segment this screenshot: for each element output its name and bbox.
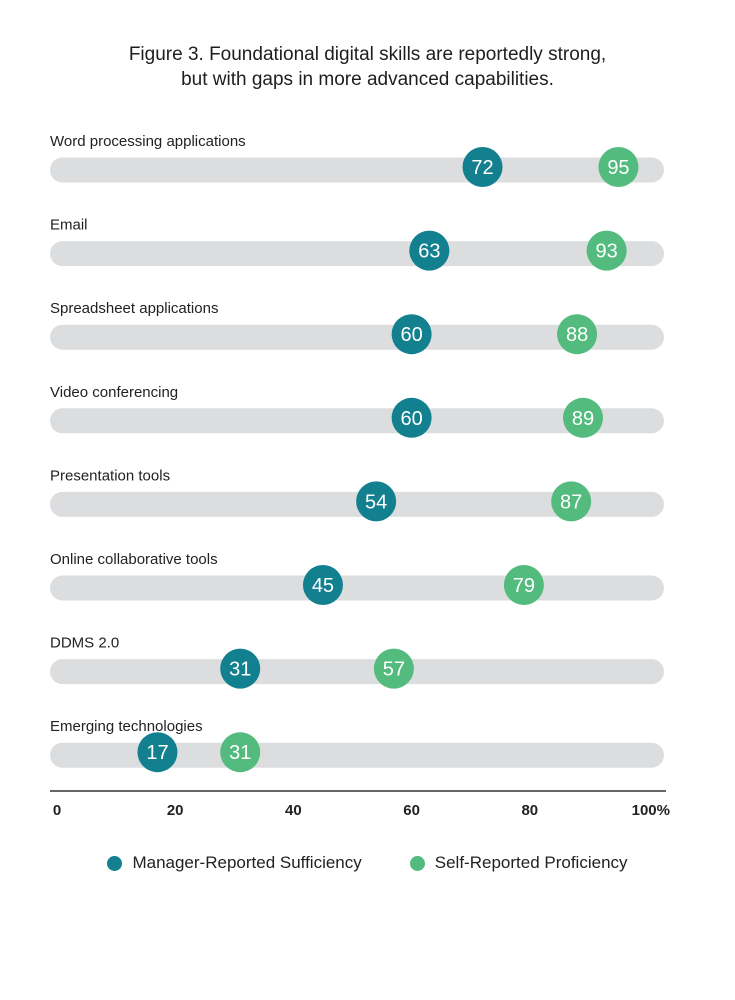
legend-dot-self-icon <box>409 855 425 871</box>
manager-value-label: 63 <box>418 241 440 263</box>
track-bar <box>50 742 664 768</box>
self-value-label: 87 <box>560 491 582 513</box>
category-label: DDMS 2.0 <box>50 635 119 652</box>
self-dot <box>586 230 627 271</box>
x-tick-label: 60 <box>403 802 420 819</box>
legend-item-manager: Manager-Reported Sufficiency <box>107 853 362 873</box>
self-dot <box>503 565 544 605</box>
self-value-label: 31 <box>229 742 251 764</box>
track-bar <box>50 241 664 267</box>
chart-title: Figure 3. Foundational digital skills ar… <box>0 42 735 92</box>
x-tick-label: 0 <box>53 802 61 819</box>
x-tick-label: 100% <box>632 802 670 819</box>
self-dot <box>557 314 598 355</box>
manager-value-label: 17 <box>146 742 168 764</box>
self-dot <box>220 732 261 773</box>
manager-dot <box>137 732 178 773</box>
self-dot <box>551 481 592 522</box>
self-dot <box>562 397 603 438</box>
x-tick-label: 40 <box>285 802 302 819</box>
x-tick-label: 80 <box>521 802 538 819</box>
self-dot <box>598 147 639 187</box>
legend: Manager-Reported Sufficiency Self-Report… <box>0 853 735 873</box>
legend-item-self: Self-Reported Proficiency <box>409 853 628 873</box>
manager-value-label: 60 <box>400 408 422 430</box>
manager-value-label: 45 <box>312 575 334 597</box>
manager-dot <box>391 314 432 355</box>
manager-value-label: 60 <box>400 324 422 346</box>
legend-label-manager: Manager-Reported Sufficiency <box>132 853 362 872</box>
track-bar <box>50 408 664 434</box>
category-label: Video conferencing <box>50 384 178 401</box>
category-label: Presentation tools <box>50 467 170 484</box>
legend-label-self: Self-Reported Proficiency <box>434 853 628 872</box>
self-value-label: 88 <box>566 324 588 346</box>
track-bar <box>50 659 664 685</box>
manager-dot <box>220 648 261 689</box>
manager-value-label: 31 <box>229 659 251 681</box>
legend-dot-manager-icon <box>107 855 123 871</box>
self-value-label: 79 <box>513 575 535 597</box>
track-bar <box>50 157 664 183</box>
manager-value-label: 54 <box>365 491 387 513</box>
manager-dot <box>409 230 450 271</box>
dumbbell-chart: Word processing applications 72 95 Email 63 9… <box>50 133 670 819</box>
self-value-label: 57 <box>383 659 405 681</box>
self-value-label: 89 <box>572 408 594 430</box>
manager-dot <box>462 147 503 187</box>
category-label: Email <box>50 217 88 234</box>
manager-dot <box>356 481 397 522</box>
category-label: Spreadsheet applications <box>50 300 218 317</box>
manager-dot <box>391 397 432 438</box>
category-label: Emerging technologies <box>50 718 203 735</box>
track-bar <box>50 575 664 601</box>
category-label: Online collaborative tools <box>50 551 218 568</box>
x-tick-label: 20 <box>167 802 184 819</box>
chart-title-line-1: Figure 3. Foundational digital skills ar… <box>128 44 607 65</box>
self-value-label: 95 <box>607 157 629 179</box>
chart-title-line-2: but with gaps in more advanced capabilit… <box>181 69 554 90</box>
category-label: Word processing applications <box>50 133 246 150</box>
self-dot <box>373 648 414 689</box>
track-bar <box>50 324 664 350</box>
manager-dot <box>302 565 343 605</box>
manager-value-label: 72 <box>471 157 493 179</box>
self-value-label: 93 <box>596 241 618 263</box>
